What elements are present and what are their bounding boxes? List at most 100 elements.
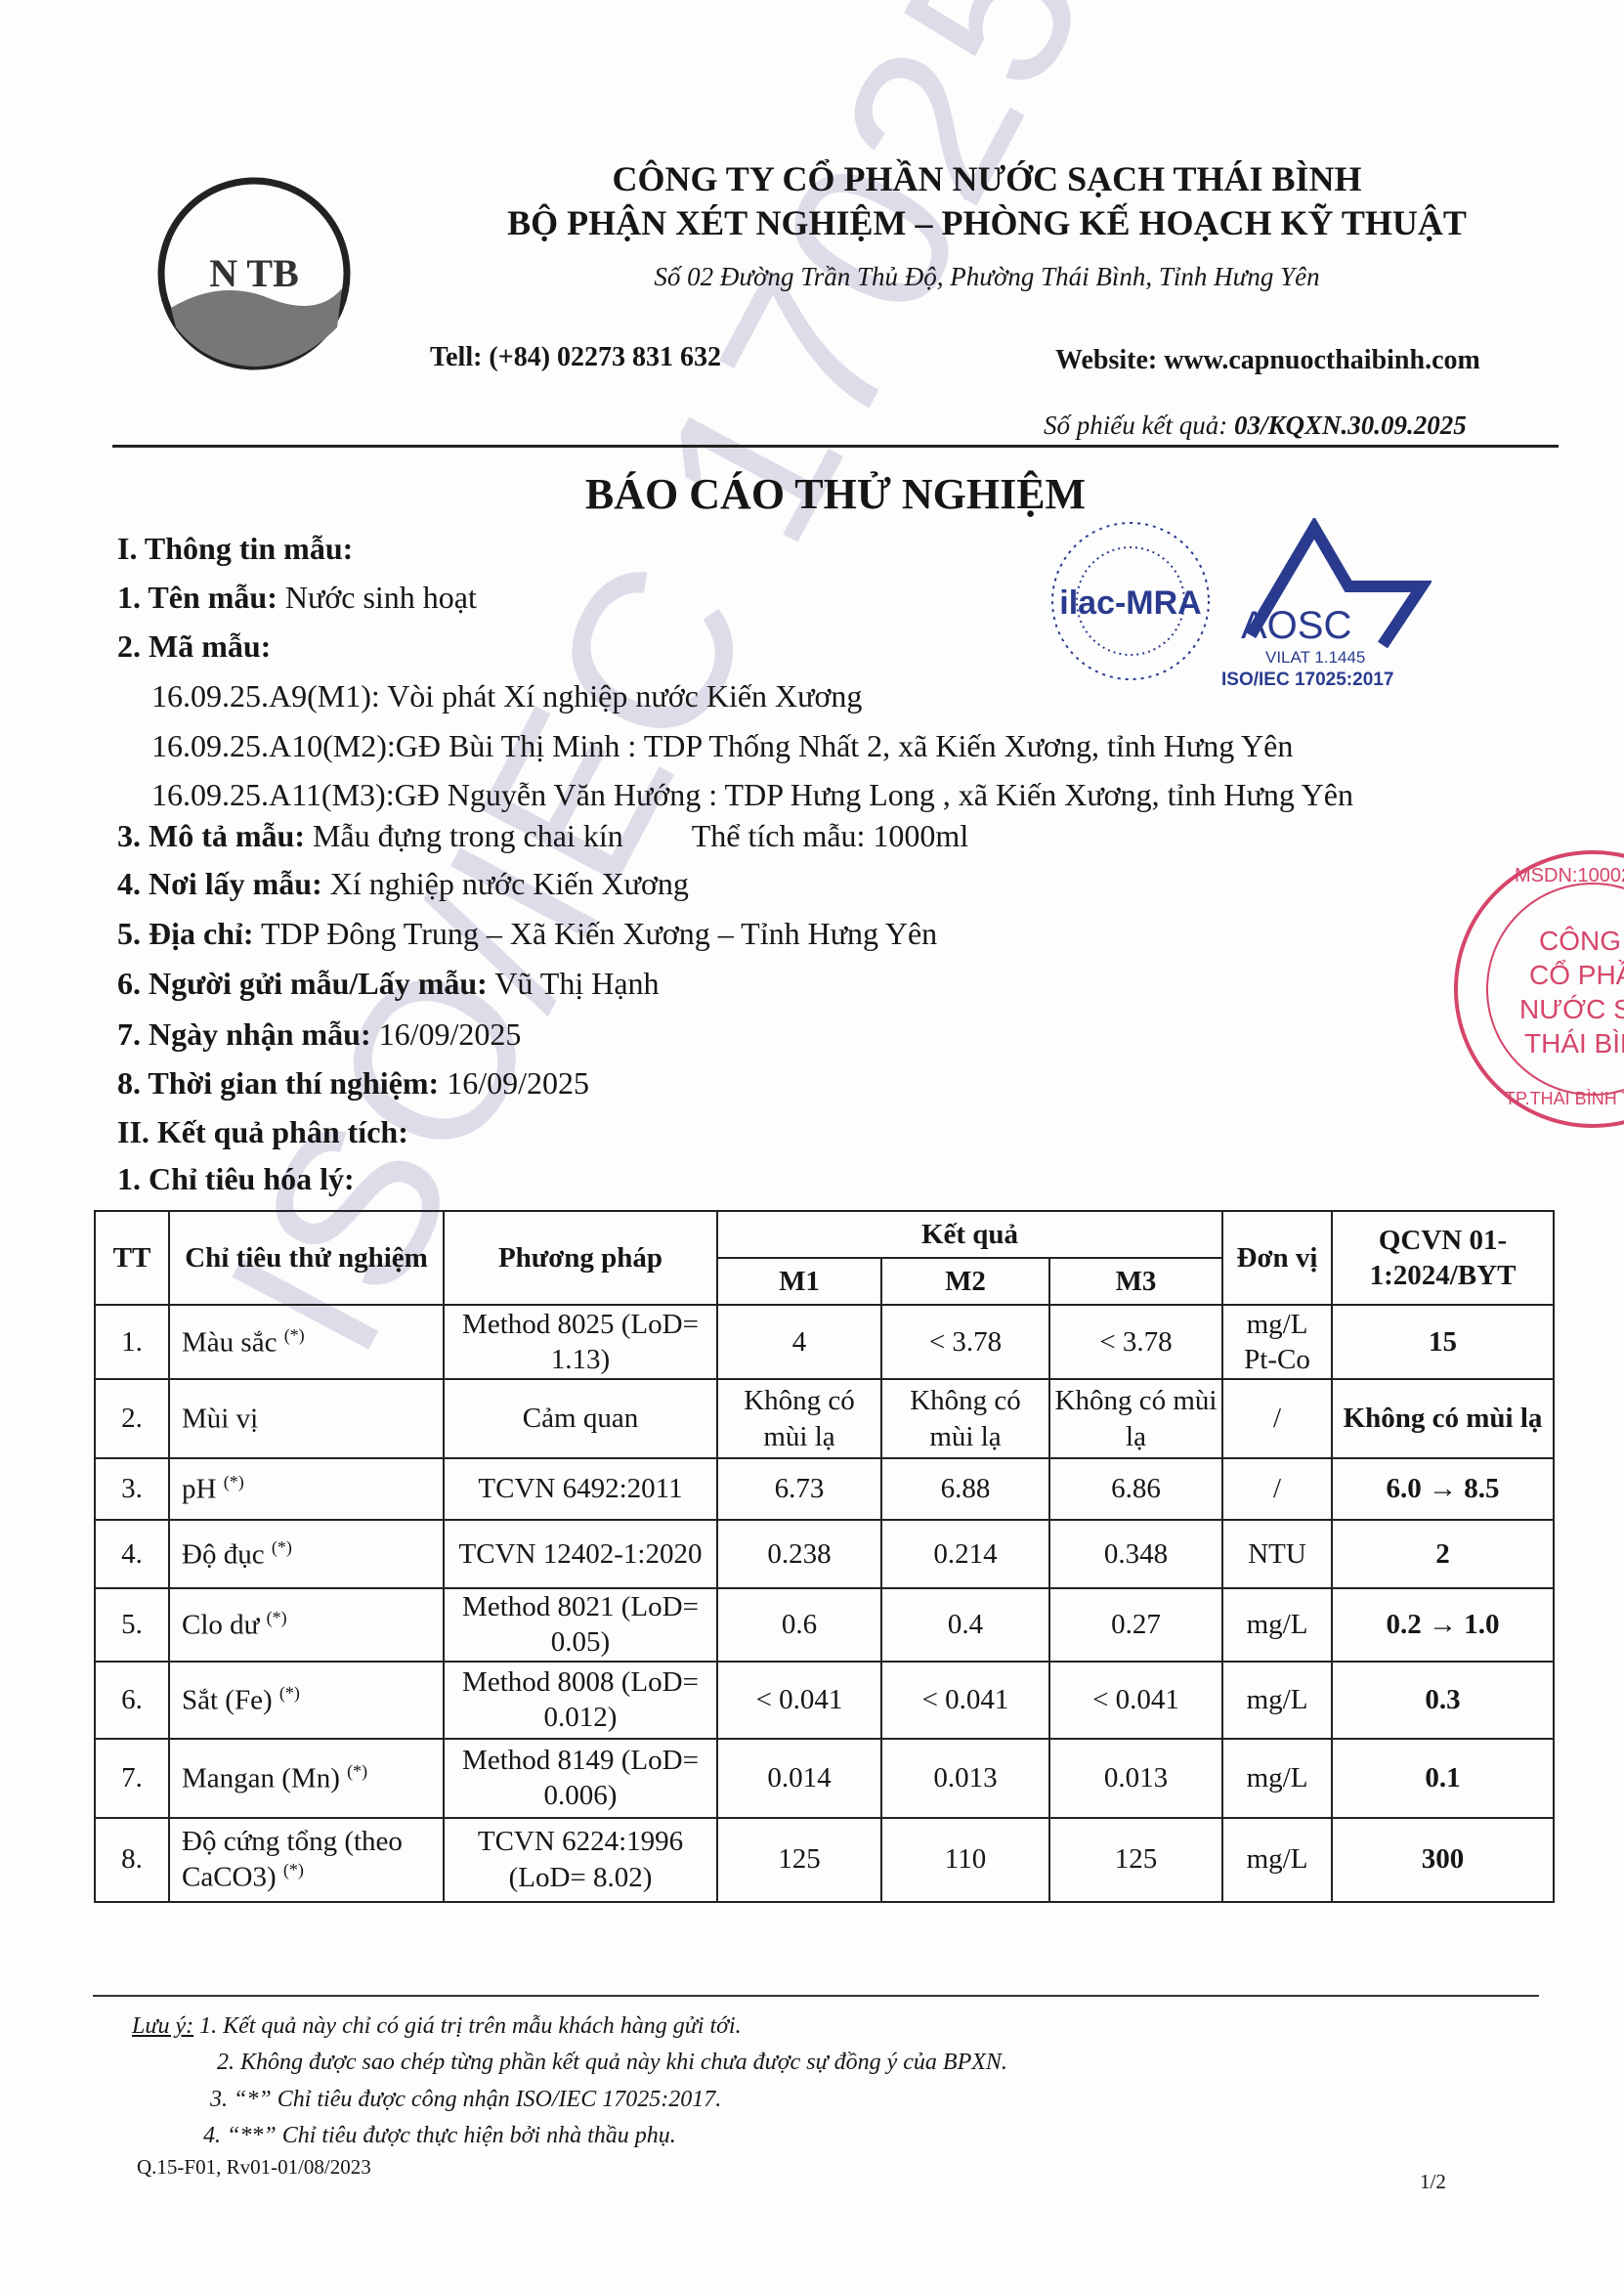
method: Method 8025 (LoD= 1.13) <box>443 1304 718 1380</box>
sample-sender: 6. Người gửi mẫu/Lấy mẫu: Vũ Thị Hạnh <box>117 966 660 1001</box>
table-row: 6. Sắt (Fe) (*) Method 8008 (LoD= 0.012) < … <box>94 1660 1555 1740</box>
aosc-emblem: AOSC VILAT 1.1445 ISO/IEC 17025:2017 <box>1221 516 1433 690</box>
row-number: 8. <box>94 1816 170 1903</box>
qcvn-limit: 2 <box>1331 1519 1555 1589</box>
sample-address: 5. Địa chỉ: TDP Đông Trung – Xã Kiến Xươ… <box>117 916 938 951</box>
method: Cảm quan <box>443 1378 718 1459</box>
result-m3: Không có mùi lạ <box>1048 1378 1223 1459</box>
parameter-name: Mangan (Mn) (*) <box>168 1737 445 1819</box>
col-qcvn: QCVN 01-1:2024/BYT <box>1331 1210 1555 1306</box>
svg-text:ISO/IEC 17025:2017: ISO/IEC 17025:2017 <box>1221 670 1393 690</box>
report-number-value: 03/KQXN.30.09.2025 <box>1233 410 1467 440</box>
page-number: 1/2 <box>1420 2170 1446 2193</box>
result-m2: < 0.041 <box>880 1660 1050 1740</box>
col-m2: M2 <box>880 1257 1050 1306</box>
ilac-text: ilac-MRA <box>1059 584 1201 622</box>
result-m1: 6.73 <box>716 1457 882 1521</box>
row-number: 5. <box>94 1587 170 1663</box>
row-number: 4. <box>94 1519 170 1589</box>
company-address: Số 02 Đường Trần Thủ Độ, Phường Thái Bìn… <box>654 262 1320 291</box>
form-code: Q.15-F01, Rv01-01/08/2023 <box>137 2155 371 2179</box>
result-m3: 0.013 <box>1048 1737 1223 1819</box>
website-link[interactable]: Website: www.capnuocthaibinh.com <box>1055 345 1480 375</box>
result-m1: Không có mùi lạ <box>716 1378 882 1459</box>
sample-code-m3: 16.09.25.A11(M3):GĐ Nguyễn Văn Hướng : T… <box>151 777 1353 812</box>
result-m3: < 0.041 <box>1048 1660 1223 1740</box>
footer-divider <box>93 1995 1539 1997</box>
unit: NTU <box>1221 1519 1333 1589</box>
phone: Tell: (+84) 02273 831 632 <box>430 342 722 372</box>
note-3: 3. “*” Chỉ tiêu được công nhận ISO/IEC 1… <box>210 2087 722 2112</box>
row-number: 6. <box>94 1660 170 1740</box>
result-m3: 0.27 <box>1048 1587 1223 1663</box>
aosc-logo: AOSC VILAT 1.1445 ISO/IEC 17025:2017 <box>1221 516 1433 694</box>
ilac-emblem: ilac-MRA <box>1051 522 1210 680</box>
result-m3: 0.348 <box>1048 1519 1223 1589</box>
sample-description: 3. Mô tả mẫu: Mẫu đựng trong chai kín Thể… <box>117 818 969 853</box>
parameter-name: pH (*) <box>168 1457 445 1521</box>
company-logo: N TB <box>151 171 357 376</box>
method: Method 8021 (LoD= 0.05) <box>443 1587 718 1663</box>
svg-text:NƯỚC SẠ: NƯỚC SẠ <box>1519 994 1624 1024</box>
sample-code-label: 2. Mã mẫu: <box>117 628 272 664</box>
result-m3: 125 <box>1048 1816 1223 1903</box>
qcvn-limit: 0.2 → 1.0 <box>1331 1587 1555 1663</box>
qcvn-limit: 15 <box>1331 1304 1555 1380</box>
sampling-place: 4. Nơi lấy mẫu: Xí nghiệp nước Kiến Xươn… <box>117 866 689 901</box>
col-method: Phương pháp <box>443 1210 718 1306</box>
section-sample-info: I. Thông tin mẫu: <box>117 531 354 566</box>
sample-code-m1: 16.09.25.A9(M1): Vòi phát Xí nghiệp nước… <box>151 678 863 713</box>
table-row: 1. Màu sắc (*) Method 8025 (LoD= 1.13) 4 < 3… <box>94 1304 1555 1380</box>
header-divider <box>112 445 1559 448</box>
result-m2: 6.88 <box>880 1457 1050 1521</box>
parameter-name: Sắt (Fe) (*) <box>168 1660 445 1740</box>
report-number-label: Số phiếu kết quả: <box>1044 410 1228 440</box>
svg-text:THÁI BÌN: THÁI BÌN <box>1524 1028 1624 1059</box>
sample-name: 1. Tên mẫu: Nước sinh hoạt <box>117 580 477 615</box>
svg-text:TP.THÁI BÌNH T.T: TP.THÁI BÌNH T.T <box>1505 1089 1624 1108</box>
unit: mg/L Pt-Co <box>1221 1304 1333 1380</box>
result-m1: < 0.041 <box>716 1660 882 1740</box>
qcvn-limit: 6.0 → 8.5 <box>1331 1457 1555 1521</box>
table-row: 7. Mangan (Mn) (*) Method 8149 (LoD= 0.006… <box>94 1737 1555 1819</box>
row-number: 2. <box>94 1378 170 1459</box>
ilac-mra-logo: ilac-MRA <box>1046 518 1217 684</box>
note-4: 4. “**” Chỉ tiêu được thực hiện bởi nhà … <box>203 2123 676 2148</box>
svg-text:VILAT 1.1445: VILAT 1.1445 <box>1265 648 1365 667</box>
parameter-name: Mùi vị <box>168 1378 445 1459</box>
result-m1: 4 <box>716 1304 882 1380</box>
test-date: 8. Thời gian thí nghiệm: 16/09/2025 <box>117 1065 589 1101</box>
row-number: 7. <box>94 1737 170 1819</box>
result-m2: 0.013 <box>880 1737 1050 1819</box>
results-table: TT Chỉ tiêu thử nghiệm Phương pháp Kết q… <box>94 1210 1555 1903</box>
department-name: BỘ PHẬN XÉT NGHIỆM – PHÒNG KẾ HOẠCH KỸ T… <box>507 203 1467 242</box>
result-m2: 0.4 <box>880 1587 1050 1663</box>
method: TCVN 6492:2011 <box>443 1457 718 1521</box>
result-m1: 0.6 <box>716 1587 882 1663</box>
col-unit: Đơn vị <box>1221 1210 1333 1306</box>
unit: mg/L <box>1221 1660 1333 1740</box>
svg-text:AOSC: AOSC <box>1241 604 1351 647</box>
parameter-name: Độ đục (*) <box>168 1519 445 1589</box>
unit: mg/L <box>1221 1737 1333 1819</box>
result-m3: < 3.78 <box>1048 1304 1223 1380</box>
table-row: 2. Mùi vị Cảm quan Không có mùi lạ Không có… <box>94 1378 1555 1459</box>
company-name: CÔNG TY CỔ PHẦN NƯỚC SẠCH THÁI BÌNH <box>612 159 1362 198</box>
method: Method 8149 (LoD= 0.006) <box>443 1737 718 1819</box>
row-number: 3. <box>94 1457 170 1521</box>
report-number: Số phiếu kết quả: 03/KQXN.30.09.2025 <box>1044 410 1467 441</box>
subsection-physicochemical: 1. Chỉ tiêu hóa lý: <box>117 1161 355 1196</box>
section-results: II. Kết quả phân tích: <box>117 1114 408 1149</box>
svg-text:MSDN:1000214: MSDN:1000214 <box>1515 865 1624 886</box>
result-m1: 125 <box>716 1816 882 1903</box>
col-parameter: Chỉ tiêu thử nghiệm <box>168 1210 445 1306</box>
svg-text:CÔNG T: CÔNG T <box>1539 926 1624 956</box>
qcvn-limit: Không có mùi lạ <box>1331 1378 1555 1459</box>
method: Method 8008 (LoD= 0.012) <box>443 1660 718 1740</box>
qcvn-limit: 0.1 <box>1331 1737 1555 1819</box>
result-m1: 0.014 <box>716 1737 882 1819</box>
method: TCVN 12402-1:2020 <box>443 1519 718 1589</box>
unit: / <box>1221 1378 1333 1459</box>
logo-graphic: N TB <box>157 177 351 370</box>
result-m2: < 3.78 <box>880 1304 1050 1380</box>
